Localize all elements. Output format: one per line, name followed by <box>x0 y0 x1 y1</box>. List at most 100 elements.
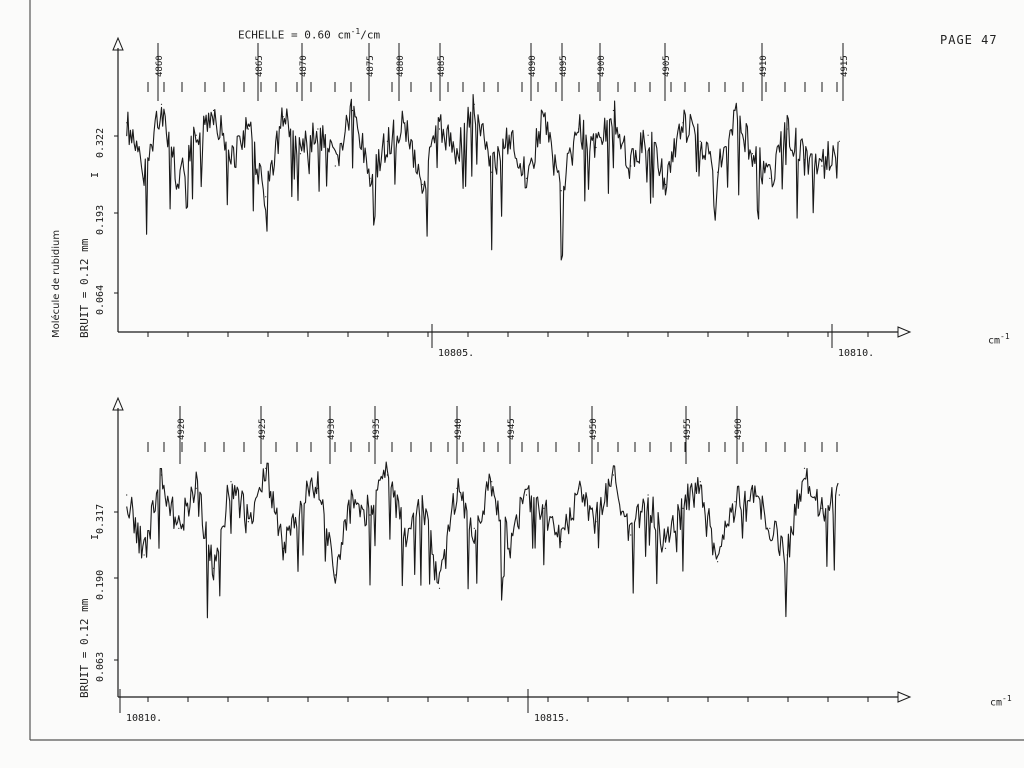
unit-exp-bottom: -1 <box>1002 694 1012 703</box>
top-data-point <box>473 103 475 105</box>
unit-label-top: cm-1 <box>988 332 1010 346</box>
top-data-point <box>386 140 388 142</box>
top-data-point <box>595 146 597 149</box>
top-y-tick-label: 0.064 <box>95 285 106 315</box>
bottom-line-index-label: 4940 <box>454 418 464 440</box>
unit-exp-top: -1 <box>1000 332 1010 341</box>
top-line-index-label: 4870 <box>299 55 309 77</box>
top-data-point <box>421 183 423 186</box>
top-data-point <box>404 122 406 124</box>
top-data-point <box>699 140 701 142</box>
scale-label-text: ECHELLE = 0.60 cm <box>238 28 351 42</box>
unit-text-top: cm <box>988 335 1001 347</box>
bottom-data-point <box>821 507 823 509</box>
bottom-line-index-label: 4950 <box>589 418 599 440</box>
top-line-index-label: 4860 <box>155 55 165 77</box>
noise-label-bottom: BRUIT = 0.12 mm <box>78 598 91 698</box>
top-intensity-symbol: I <box>90 172 101 178</box>
bottom-data-point <box>751 487 754 489</box>
bottom-data-point <box>160 474 163 476</box>
bottom-data-point <box>230 481 232 483</box>
top-data-point <box>247 128 249 130</box>
bottom-x-tick-label: 10815. <box>534 713 570 724</box>
bottom-data-point <box>838 494 840 496</box>
bottom-data-point <box>143 554 145 556</box>
unit-label-bottom: cm-1 <box>990 694 1012 708</box>
bottom-data-point <box>299 501 302 503</box>
top-data-point <box>630 165 632 167</box>
bottom-data-point <box>525 494 528 496</box>
top-y-tick-label: 0.322 <box>95 128 106 158</box>
bottom-data-point <box>578 487 580 489</box>
scale-label-unit: /cm <box>360 28 381 42</box>
bottom-x-arrow <box>897 691 912 703</box>
top-data-point <box>786 128 788 130</box>
top-line-index-label: 4910 <box>759 55 769 77</box>
bottom-intensity-symbol: I <box>90 534 101 540</box>
top-data-point <box>803 159 806 161</box>
top-data-point <box>647 134 649 136</box>
bottom-data-point <box>386 474 388 476</box>
bottom-data-point <box>421 501 423 503</box>
top-x-arrow <box>897 326 912 338</box>
bottom-data-point <box>699 481 701 483</box>
top-data-point <box>491 171 493 173</box>
top-data-point <box>456 153 458 155</box>
bottom-data-point <box>612 474 615 476</box>
bottom-data-point <box>178 527 180 529</box>
top-data-point <box>126 122 128 124</box>
bottom-spectrum-trace <box>126 461 839 619</box>
bottom-data-point <box>630 534 632 536</box>
bottom-data-point <box>473 527 475 529</box>
top-line-index-label: 4890 <box>528 55 538 77</box>
top-data-point <box>178 183 180 186</box>
top-data-point <box>352 109 354 112</box>
bottom-data-point <box>543 507 545 509</box>
bottom-data-point <box>438 587 441 589</box>
bottom-data-point <box>734 501 736 503</box>
bottom-data-point <box>352 494 354 496</box>
top-line-index-label: 4865 <box>255 55 265 77</box>
top-data-point <box>334 165 336 167</box>
bottom-data-point <box>595 521 597 523</box>
top-data-point <box>838 140 840 142</box>
top-line-index-label: 4875 <box>366 55 376 77</box>
bottom-data-point <box>664 547 667 549</box>
bottom-y-tick-label: 0.317 <box>95 504 106 534</box>
top-data-point <box>612 109 615 112</box>
top-data-point <box>769 177 771 179</box>
bottom-data-point <box>508 547 510 549</box>
top-data-point <box>560 190 562 192</box>
bottom-data-point <box>786 554 788 556</box>
bottom-data-point <box>369 514 371 516</box>
top-line-index-label: 4905 <box>662 55 672 77</box>
top-data-point <box>282 116 284 118</box>
top-data-point <box>664 183 667 186</box>
top-x-tick-label: 10805. <box>438 348 474 359</box>
top-data-point <box>821 165 823 167</box>
bottom-data-point <box>647 494 649 496</box>
top-line-index-label: 4885 <box>437 55 447 77</box>
bottom-y-tick-label: 0.190 <box>95 570 106 600</box>
noise-label-top: BRUIT = 0.12 mm <box>78 238 91 338</box>
top-data-point <box>195 134 197 136</box>
bottom-data-point <box>560 541 562 543</box>
bottom-data-point <box>491 481 493 483</box>
bottom-data-point <box>247 521 249 523</box>
top-data-point <box>578 128 580 130</box>
bottom-data-point <box>195 487 197 489</box>
top-data-point <box>525 177 528 179</box>
top-data-point <box>508 134 510 136</box>
top-data-point <box>230 159 232 161</box>
top-line-index-label: 4880 <box>396 55 406 77</box>
bottom-data-point <box>126 494 128 496</box>
bottom-data-point <box>282 547 284 549</box>
bottom-line-index-label: 4920 <box>177 418 187 440</box>
bottom-data-point <box>456 487 458 489</box>
bottom-line-index-label: 4960 <box>734 418 744 440</box>
top-data-point <box>438 128 441 130</box>
bottom-data-point <box>682 507 684 509</box>
bottom-x-tick-label: 10810. <box>126 713 162 724</box>
top-data-point <box>299 153 302 155</box>
